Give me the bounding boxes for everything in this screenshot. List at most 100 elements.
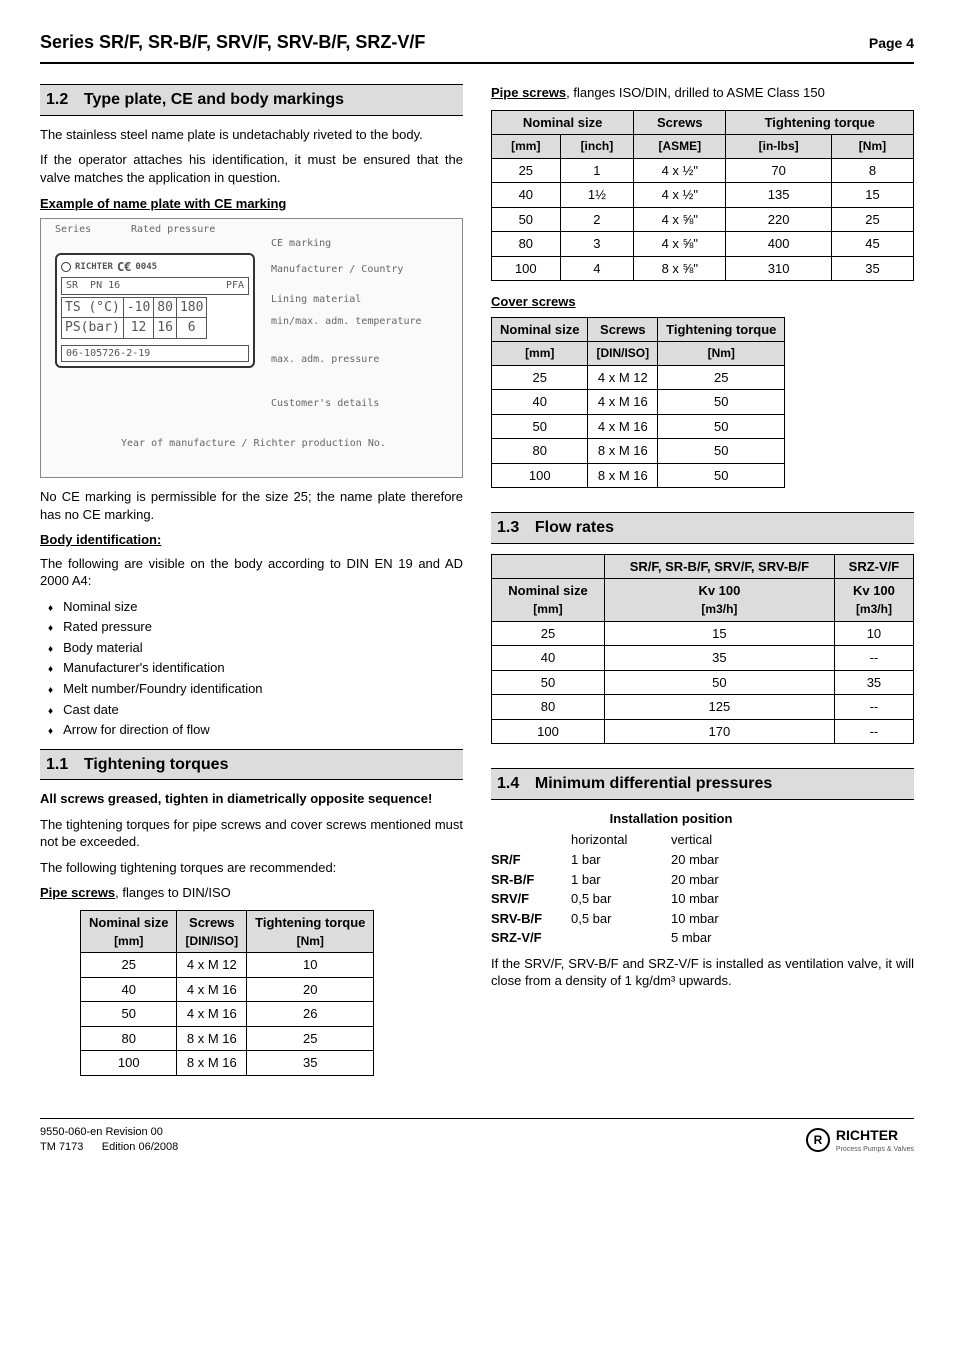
- td: 8 x ⅝": [634, 256, 726, 281]
- section-title: Minimum differential pressures: [535, 775, 772, 792]
- pipe-asme-table: Nominal size Screws Tightening torque [m…: [491, 110, 914, 281]
- th: Kv 100[m3/h]: [604, 579, 834, 621]
- td: 0,5 bar: [571, 910, 671, 928]
- np-serial: 06-105726-2-19: [61, 345, 249, 363]
- body-id-heading: Body identification:: [40, 531, 463, 549]
- td: 10: [834, 621, 913, 646]
- td: 70: [726, 158, 832, 183]
- th: [Nm]: [658, 342, 785, 365]
- th: Kv 100[m3/h]: [834, 579, 913, 621]
- td: 5 mbar: [671, 929, 771, 947]
- th: Screws: [634, 110, 726, 135]
- name-plate-diagram: Series Rated pressure CE marking Manufac…: [40, 218, 463, 478]
- td: 4 x ½": [634, 158, 726, 183]
- np-label: Year of manufacture / Richter production…: [121, 437, 386, 451]
- page-title: Series SR/F, SR-B/F, SRV/F, SRV-B/F, SRZ…: [40, 30, 425, 54]
- td: --: [834, 646, 913, 671]
- list-item: Body material: [48, 639, 463, 657]
- td: --: [834, 719, 913, 744]
- td: 170: [604, 719, 834, 744]
- pipe-din-table: Nominal size[mm] Screws[DIN/ISO] Tighten…: [80, 910, 374, 1076]
- td: 1½: [560, 183, 634, 208]
- section-1-4-heading: 1.4 Minimum differential pressures: [491, 768, 914, 800]
- td: 26: [247, 1002, 374, 1027]
- th: Screws: [588, 317, 658, 342]
- td: 1 bar: [571, 851, 671, 869]
- td: 20 mbar: [671, 851, 771, 869]
- section-1-1-heading: 1.1 Tightening torques: [40, 749, 463, 781]
- th: Tightening torque: [658, 317, 785, 342]
- td: 20 mbar: [671, 871, 771, 889]
- td: 40: [492, 183, 561, 208]
- body-text: If the SRV/F, SRV-B/F and SRZ-V/F is ins…: [491, 955, 914, 990]
- body-text: No CE marking is permissible for the siz…: [40, 488, 463, 523]
- td: 100: [492, 463, 588, 488]
- body-text: If the operator attaches his identificat…: [40, 151, 463, 186]
- header-divider: [40, 62, 914, 64]
- td: 50: [604, 670, 834, 695]
- section-title: Type plate, CE and body markings: [84, 91, 344, 108]
- td: 45: [831, 232, 913, 257]
- logo-text: RICHTER: [836, 1126, 914, 1145]
- list-item: Melt number/Foundry identification: [48, 680, 463, 698]
- td: 15: [831, 183, 913, 208]
- td: 10 mbar: [671, 890, 771, 908]
- td: 50: [81, 1002, 177, 1027]
- cover-screws-table: Nominal size Screws Tightening torque [m…: [491, 317, 785, 488]
- section-title: Flow rates: [535, 519, 614, 536]
- td: 25: [831, 207, 913, 232]
- th: [ASME]: [634, 135, 726, 158]
- np-brand: RICHTER: [75, 261, 113, 273]
- td: 35: [834, 670, 913, 695]
- td: 0,5 bar: [571, 890, 671, 908]
- np-ce-num: 0045: [135, 261, 157, 273]
- example-heading: Example of name plate with CE marking: [40, 195, 463, 213]
- td: 310: [726, 256, 832, 281]
- td: 8 x M 16: [588, 463, 658, 488]
- td: 35: [604, 646, 834, 671]
- section-number: 1.1: [46, 756, 68, 773]
- td: 3: [560, 232, 634, 257]
- body-text: The tightening torques for pipe screws a…: [40, 816, 463, 851]
- td: 4 x M 16: [588, 390, 658, 415]
- body-id-list: Nominal size Rated pressure Body materia…: [48, 598, 463, 739]
- logo-subtitle: Process Pumps & Valves: [836, 1145, 914, 1154]
- section-number: 1.4: [497, 775, 519, 792]
- td: 1 bar: [571, 871, 671, 889]
- td: 80: [81, 1026, 177, 1051]
- table-caption: Pipe screws: [491, 85, 566, 100]
- td: 50: [492, 670, 605, 695]
- section-1-3-heading: 1.3 Flow rates: [491, 512, 914, 544]
- td: 8: [831, 158, 913, 183]
- list-item: Arrow for direction of flow: [48, 721, 463, 739]
- th: Tightening torque[Nm]: [247, 910, 374, 952]
- np-cell: 180: [176, 297, 206, 318]
- col-label: horizontal: [571, 831, 671, 849]
- td: 35: [831, 256, 913, 281]
- section-number: 1.3: [497, 519, 519, 536]
- td: 4 x ⅝": [634, 232, 726, 257]
- td: 20: [247, 977, 374, 1002]
- td: 25: [658, 365, 785, 390]
- np-cell: 80: [154, 297, 177, 318]
- th: [DIN/ISO]: [588, 342, 658, 365]
- th: [Nm]: [831, 135, 913, 158]
- td: 50: [658, 414, 785, 439]
- th: [mm]: [492, 135, 561, 158]
- th: [mm]: [492, 342, 588, 365]
- np-field: SR: [66, 279, 78, 293]
- np-label: Customer's details: [271, 397, 379, 411]
- td: 220: [726, 207, 832, 232]
- np-field: PFA: [226, 279, 244, 293]
- td: 8 x M 16: [177, 1026, 247, 1051]
- body-text: All screws greased, tighten in diametric…: [40, 790, 463, 808]
- installation-position-grid: Installation position horizontal vertica…: [491, 810, 914, 947]
- np-label: Manufacturer / Country: [271, 263, 403, 277]
- td: 50: [658, 439, 785, 464]
- col-label: vertical: [671, 831, 771, 849]
- section-1-2-heading: 1.2 Type plate, CE and body markings: [40, 84, 463, 116]
- th: Nominal size[mm]: [492, 579, 605, 621]
- body-text: The following tightening torques are rec…: [40, 859, 463, 877]
- np-cell: 16: [154, 318, 177, 339]
- td: 25: [492, 621, 605, 646]
